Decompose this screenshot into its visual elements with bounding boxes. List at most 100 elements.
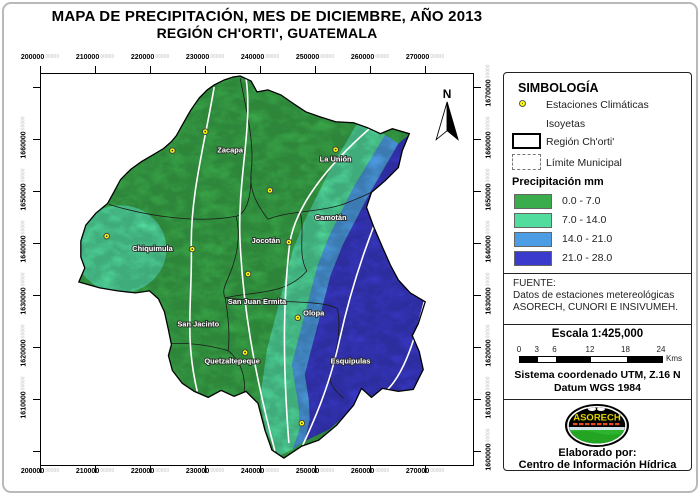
scale-tick-label: 18 bbox=[621, 345, 630, 354]
municipality-label: La Unión bbox=[320, 155, 352, 164]
y-tick-right bbox=[474, 347, 481, 349]
y-axis-label-right: 167000000000 bbox=[485, 64, 493, 107]
asorech-logo-text: ASORECH bbox=[573, 413, 621, 424]
scale-tick-label: 24 bbox=[656, 345, 666, 354]
region-boundary-swatch bbox=[512, 133, 541, 149]
municipality-label: Esquipulas bbox=[331, 357, 371, 366]
x-tick-bottom bbox=[315, 466, 317, 473]
y-tick-left bbox=[33, 191, 40, 193]
y-axis-label-right: 166000000000 bbox=[485, 116, 493, 159]
scale-bar-segment bbox=[537, 357, 556, 362]
x-axis-label-top: 20000000000 bbox=[20, 54, 60, 61]
north-arrow-label: N bbox=[443, 87, 452, 101]
municipal-boundary-swatch bbox=[512, 154, 541, 170]
y-tick-right bbox=[474, 87, 481, 89]
scale-label: Escala 1:425,000 bbox=[551, 328, 644, 340]
precip-class-swatch bbox=[514, 213, 552, 228]
y-tick-right bbox=[474, 139, 481, 141]
x-axis-label-bottom: 25000000000 bbox=[295, 468, 335, 475]
y-tick-right bbox=[474, 243, 481, 245]
x-axis-label-top: 26000000000 bbox=[350, 54, 390, 61]
north-arrow: N bbox=[435, 87, 459, 141]
hillshade-texture bbox=[78, 75, 426, 459]
x-tick-bottom bbox=[370, 466, 372, 473]
municipality-label: Camotán bbox=[315, 213, 347, 222]
y-axis-label-right: 162000000000 bbox=[485, 324, 493, 367]
fuente-line1: Datos de estaciones metereológicas bbox=[513, 290, 675, 301]
x-axis-label-bottom: 22000000000 bbox=[130, 468, 170, 475]
x-tick-top bbox=[315, 66, 317, 73]
y-tick-left bbox=[33, 295, 40, 297]
precip-class-swatch bbox=[514, 251, 552, 266]
y-tick-left bbox=[33, 87, 40, 89]
y-tick-right bbox=[474, 295, 481, 297]
scale-bar-segment bbox=[555, 357, 591, 362]
precip-class-range: 14.0 - 21.0 bbox=[562, 233, 613, 245]
precip-heading: Precipitación mm bbox=[512, 176, 604, 188]
scale-bar-unit: Kms bbox=[666, 354, 682, 363]
y-tick-left bbox=[33, 347, 40, 349]
municipality-label: Chiquimula bbox=[132, 244, 173, 253]
y-tick-left bbox=[33, 243, 40, 245]
legend-item-isoyetas: Isoyetas bbox=[546, 118, 586, 130]
x-tick-top bbox=[95, 66, 97, 73]
map-title: MAPA DE PRECIPITACIÓN, MES DE DICIEMBRE,… bbox=[0, 8, 534, 41]
scale-bar-segment bbox=[626, 357, 662, 362]
y-tick-right bbox=[474, 451, 481, 453]
municipality-labels: Zacapa La Unión Chiquimula Camotán Jocotán Sa… bbox=[131, 145, 371, 367]
station-symbol-icon bbox=[519, 100, 526, 107]
x-axis-label-bottom: 23000000000 bbox=[185, 468, 225, 475]
municipality-label: Quetzaltepeque bbox=[204, 357, 260, 366]
x-tick-bottom bbox=[205, 466, 207, 473]
map-frame: Zacapa La Unión Chiquimula Camotán Jocotán Sa… bbox=[40, 73, 474, 466]
legend-divider-1 bbox=[504, 273, 691, 274]
x-axis-label-bottom: 20000000000 bbox=[20, 468, 60, 475]
x-tick-bottom bbox=[95, 466, 97, 473]
x-axis-label-top: 25000000000 bbox=[295, 54, 335, 61]
x-axis-label-top: 27000000000 bbox=[405, 54, 445, 61]
y-axis-label-right: 165000000000 bbox=[485, 168, 493, 211]
region-outline bbox=[77, 75, 426, 459]
y-axis-label-left: 164000000000 bbox=[20, 220, 28, 263]
crs-line1: Sistema coordenado UTM, Z.16 N bbox=[514, 369, 681, 381]
fuente-heading: FUENTE: bbox=[513, 278, 556, 289]
x-axis-label-top: 24000000000 bbox=[240, 54, 280, 61]
scale-tick-label: 6 bbox=[552, 345, 557, 354]
x-tick-bottom bbox=[40, 466, 42, 473]
x-axis-label-top: 23000000000 bbox=[185, 54, 225, 61]
x-tick-top bbox=[150, 66, 152, 73]
precip-class-range: 0.0 - 7.0 bbox=[562, 195, 601, 207]
municipality-label: Zacapa bbox=[217, 146, 244, 155]
scale-tick-label: 12 bbox=[585, 345, 595, 354]
y-tick-right bbox=[474, 191, 481, 193]
credits-line2: Centro de Información Hídrica bbox=[518, 459, 677, 471]
scale-bar: 0 3 6 12 18 24 Kms bbox=[517, 345, 682, 365]
y-tick-left bbox=[33, 399, 40, 401]
x-axis-label-top: 21000000000 bbox=[75, 54, 115, 61]
y-axis-label-right: 164000000000 bbox=[485, 220, 493, 263]
municipality-label: Jocotán bbox=[252, 236, 281, 245]
x-tick-bottom bbox=[150, 466, 152, 473]
legend-item-region: Región Ch'orti' bbox=[546, 136, 615, 148]
y-tick-left bbox=[33, 451, 40, 453]
y-axis-label-right: 163000000000 bbox=[485, 272, 493, 315]
y-axis-label-left: 163000000000 bbox=[20, 272, 28, 315]
municipality-label: Olopa bbox=[303, 309, 325, 318]
precip-class-swatch bbox=[514, 232, 552, 247]
y-axis-label-right: 161000000000 bbox=[485, 376, 493, 419]
scale-bar-segment bbox=[591, 357, 627, 362]
map-title-line2: REGIÓN CH'ORTI', GUATEMALA bbox=[156, 25, 378, 41]
x-tick-top bbox=[425, 66, 427, 73]
legend-heading: SIMBOLOGÍA bbox=[518, 81, 599, 95]
station-markers bbox=[103, 128, 339, 427]
x-axis-label-bottom: 24000000000 bbox=[240, 468, 280, 475]
legend-item-estaciones: Estaciones Climáticas bbox=[546, 99, 649, 111]
legend-divider-2 bbox=[504, 324, 691, 325]
precipitation-map: Zacapa La Unión Chiquimula Camotán Jocotán Sa… bbox=[77, 75, 459, 459]
x-tick-bottom bbox=[425, 466, 427, 473]
x-axis-label-bottom: 27000000000 bbox=[405, 468, 445, 475]
scale-bar-segment bbox=[520, 357, 538, 362]
scale-bar-segments bbox=[519, 356, 663, 363]
crs-line2: Datum WGS 1984 bbox=[554, 382, 641, 394]
